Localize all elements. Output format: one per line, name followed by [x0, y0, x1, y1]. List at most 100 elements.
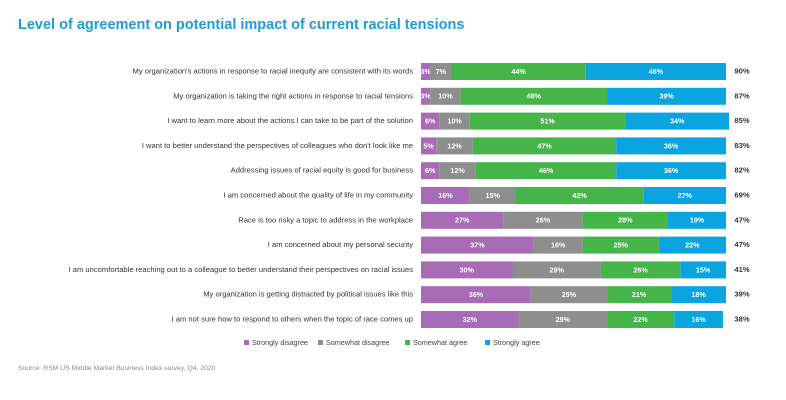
total-label: 47%: [734, 240, 749, 249]
bar-segment: [421, 187, 470, 204]
segment-label: 12%: [447, 141, 462, 150]
bar-segment: [472, 137, 617, 155]
bar-segment: [430, 87, 461, 105]
bar-segment: [674, 311, 723, 328]
bar-segment: [643, 187, 726, 204]
bar-segment: [671, 286, 726, 304]
bar-segment: [607, 311, 675, 328]
total-label: 41%: [734, 265, 749, 274]
segment-label: 29%: [550, 265, 565, 274]
bar-segment: [518, 311, 608, 328]
bar-segment: [582, 236, 659, 254]
segment-label: 48%: [527, 92, 542, 101]
bar-segment: [439, 162, 476, 180]
segment-label: 10%: [438, 92, 453, 101]
segment-label: 5%: [423, 141, 434, 150]
bar-segment: [439, 112, 470, 130]
segment-label: 21%: [632, 290, 647, 299]
category-label: I want to learn more about the actions I…: [167, 116, 413, 125]
segment-label: 28%: [618, 216, 633, 225]
bar-segment: [607, 87, 726, 105]
bar-segment: [600, 261, 681, 279]
bar-segment: [460, 87, 608, 105]
segment-label: 27%: [455, 216, 470, 225]
segment-label: 15%: [485, 191, 500, 200]
segment-label: 37%: [470, 241, 485, 250]
segment-label: 39%: [659, 92, 674, 101]
total-label: 82%: [734, 166, 749, 175]
segment-label: 25%: [562, 290, 577, 299]
segment-label: 36%: [664, 141, 679, 150]
total-label: 87%: [734, 91, 749, 100]
bar-segment: [625, 112, 730, 130]
bar-segment: [421, 211, 504, 229]
total-label: 83%: [734, 141, 749, 150]
category-label: I am concerned about the quality of life…: [223, 191, 413, 200]
legend-label: Somewhat disagree: [326, 338, 390, 347]
segment-label: 51%: [540, 117, 555, 126]
segment-label: 25%: [614, 241, 629, 250]
segment-label: 16%: [438, 191, 453, 200]
legend-swatch: [318, 340, 323, 345]
chart-title: Level of agreement on potential impact o…: [18, 17, 464, 33]
category-label: My organization is getting distracted by…: [203, 290, 413, 299]
segment-label: 27%: [678, 191, 693, 200]
bar-segment: [469, 112, 626, 130]
bar-segment: [475, 162, 617, 180]
segment-label: 3%: [420, 92, 431, 101]
legend-swatch: [244, 340, 249, 345]
segment-label: 44%: [511, 67, 526, 76]
bar-segment: [616, 162, 726, 180]
bar-segment: [512, 261, 601, 279]
category-label: My organization is taking the right acti…: [173, 91, 413, 100]
bar-segment: [421, 87, 431, 105]
segment-label: 7%: [436, 67, 447, 76]
segment-label: 26%: [633, 265, 648, 274]
total-label: 85%: [734, 116, 749, 125]
segment-label: 15%: [696, 265, 711, 274]
segment-label: 42%: [572, 191, 587, 200]
bar-segment: [530, 286, 608, 304]
segment-label: 12%: [450, 166, 465, 175]
segment-label: 26%: [536, 216, 551, 225]
bar-segment: [421, 286, 531, 304]
segment-label: 6%: [425, 117, 436, 126]
segment-label: 36%: [469, 290, 484, 299]
segment-label: 18%: [691, 290, 706, 299]
source: Source: RSM US Middle Market Business In…: [18, 365, 216, 372]
segment-label: 6%: [425, 166, 436, 175]
bar-segment: [503, 211, 583, 229]
category-label: Race is too risky a topic to address in …: [238, 215, 413, 224]
bar-segment: [582, 211, 669, 229]
bar-segment: [421, 162, 440, 180]
legend-label: Somewhat agree: [413, 338, 467, 347]
bar-segment: [451, 63, 586, 80]
bar-segment: [469, 187, 516, 204]
total-label: 38%: [734, 315, 749, 324]
segment-label: 10%: [447, 117, 462, 126]
segment-label: 22%: [633, 315, 648, 324]
category-label: I want to better understand the perspect…: [142, 141, 413, 150]
bar-segment: [421, 112, 440, 130]
total-label: 47%: [734, 215, 749, 224]
legend-swatch: [405, 340, 410, 345]
legend-label: Strongly agree: [493, 338, 540, 347]
segment-label: 16%: [691, 315, 706, 324]
total-label: 39%: [734, 290, 749, 299]
bar-segment: [436, 137, 473, 155]
bar-segment: [585, 63, 726, 80]
bar-segment: [421, 137, 437, 155]
legend-swatch: [485, 340, 490, 345]
segment-label: 3%: [420, 67, 431, 76]
category-label: I am uncomfortable reaching out to a col…: [69, 265, 414, 274]
segment-label: 30%: [460, 265, 475, 274]
segment-label: 16%: [551, 241, 566, 250]
category-label: I am not sure how to respond to others w…: [172, 315, 413, 324]
bar-segment: [607, 286, 672, 304]
bar-segment: [668, 211, 726, 229]
category-label: Addressing issues of racial equity is go…: [231, 166, 414, 175]
segment-label: 22%: [685, 241, 700, 250]
bar-segment: [421, 311, 519, 328]
segment-label: 36%: [664, 166, 679, 175]
